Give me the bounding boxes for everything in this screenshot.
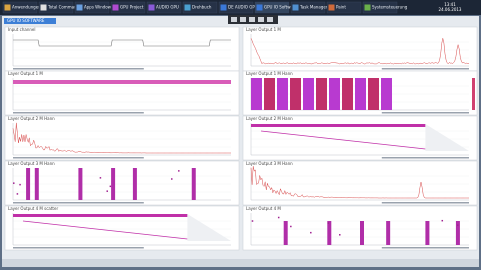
stripe — [327, 221, 331, 245]
panel — [5, 116, 239, 160]
dot — [13, 182, 15, 184]
taskbar-label[interactable]: Task Manager — [299, 5, 328, 10]
dot — [178, 170, 180, 172]
scrollbar[interactable] — [382, 247, 469, 249]
taskbar-label[interactable]: AUDIO GPU — [156, 5, 179, 10]
date: 24.06.2013 — [439, 7, 462, 12]
toolbar-icon[interactable] — [258, 17, 264, 22]
scrollbar[interactable] — [382, 68, 469, 70]
panel — [243, 161, 477, 205]
stripe — [111, 168, 115, 200]
panel-title: Layer Output 4 M scatter — [8, 206, 58, 211]
scrollbar[interactable] — [13, 112, 144, 114]
scrollbar[interactable] — [382, 157, 469, 159]
dot — [100, 177, 102, 179]
heat-block — [316, 78, 327, 110]
heat-block — [251, 78, 262, 110]
taskbar-icon — [113, 5, 119, 11]
dot — [252, 220, 254, 222]
toolbar-icon[interactable] — [267, 17, 273, 22]
dot — [310, 232, 312, 234]
panel-title: Layer Output 2 M Hann — [8, 116, 55, 121]
dot — [171, 178, 173, 180]
panel-title: Layer Output 1 M Hann — [246, 71, 293, 76]
dot — [339, 234, 341, 236]
scrollbar[interactable] — [13, 157, 144, 159]
taskbar-icon — [221, 5, 227, 11]
taskbar-label[interactable]: Drehbuch — [192, 5, 212, 10]
heat-block — [329, 78, 340, 110]
stripe — [284, 221, 288, 245]
taskbar-icon — [41, 5, 47, 11]
panel-title: Input channel — [8, 27, 35, 32]
scrollbar[interactable] — [13, 68, 144, 70]
panel-title: Layer Output 1 M — [8, 71, 43, 76]
toolbar-icon[interactable] — [231, 17, 237, 22]
dot — [457, 224, 459, 226]
dot — [290, 226, 292, 228]
heat-strip — [251, 124, 425, 127]
taskbar-icon — [185, 5, 191, 11]
panel-title: Layer Output 2 M Hann — [246, 116, 293, 121]
page: GPU IO SOFTWARE 13:41 24.06.2013 Anwendu… — [0, 0, 481, 270]
panel — [243, 27, 477, 71]
dot — [19, 184, 21, 186]
panel-title: Layer Output 1 M — [246, 27, 281, 32]
status-bar — [2, 259, 479, 267]
scrollbar[interactable] — [382, 112, 469, 114]
toolbar-icon[interactable] — [249, 17, 255, 22]
panel-title: Layer Output 3 M Hann — [246, 161, 293, 166]
heat-block — [290, 78, 301, 110]
panel-title: Layer Output 3 M Hann — [8, 161, 55, 166]
panel-title: Layer Output 4 M — [246, 206, 281, 211]
taskbar-icon — [329, 5, 335, 11]
taskbar-icon — [257, 5, 263, 11]
window-title: GPU IO SOFTWARE — [7, 18, 45, 23]
taskbar-label[interactable]: Apps Windows — [84, 5, 113, 10]
stripe — [386, 221, 390, 245]
dot — [442, 220, 444, 222]
taskbar-label[interactable]: Systemsteuerung — [372, 5, 408, 10]
panel — [5, 161, 239, 205]
screen: GPU IO SOFTWARE 13:41 24.06.2013 Anwendu… — [0, 0, 481, 270]
stripe — [26, 168, 30, 200]
stripe — [192, 168, 196, 200]
taskbar-label[interactable]: GPU Project — [120, 5, 144, 10]
taskbar-icon — [365, 5, 371, 11]
heat-block — [264, 78, 275, 110]
heat-strip — [13, 80, 231, 84]
stripe — [133, 168, 137, 200]
taskbar-label[interactable]: Anwendungen — [12, 5, 41, 10]
dot — [278, 217, 280, 219]
toolbar-icon[interactable] — [240, 17, 246, 22]
stripe — [78, 168, 82, 200]
colorbar — [472, 78, 475, 110]
taskbar-label[interactable]: Paint — [336, 5, 346, 10]
scrollbar[interactable] — [13, 247, 144, 249]
taskbar-icon — [77, 5, 83, 11]
taskbar-icon — [5, 5, 11, 11]
heat-block — [355, 78, 366, 110]
dot — [110, 186, 112, 188]
taskbar-label[interactable]: DE AUDIO GPU — [228, 5, 258, 10]
dot — [328, 222, 330, 224]
panel — [5, 71, 239, 115]
heat-block — [342, 78, 353, 110]
taskbar-icon — [149, 5, 155, 11]
dot — [106, 190, 108, 192]
scrollbar[interactable] — [382, 202, 469, 204]
stripe — [425, 221, 429, 245]
panel — [5, 27, 239, 71]
taskbar-icon — [293, 5, 299, 11]
heat-block — [277, 78, 288, 110]
heat-strip — [13, 214, 187, 217]
dot — [17, 193, 19, 195]
heat-block — [381, 78, 392, 110]
heat-block — [303, 78, 314, 110]
heat-block — [368, 78, 379, 110]
scrollbar[interactable] — [13, 202, 144, 204]
stripe — [360, 221, 364, 245]
stripe — [35, 168, 39, 200]
